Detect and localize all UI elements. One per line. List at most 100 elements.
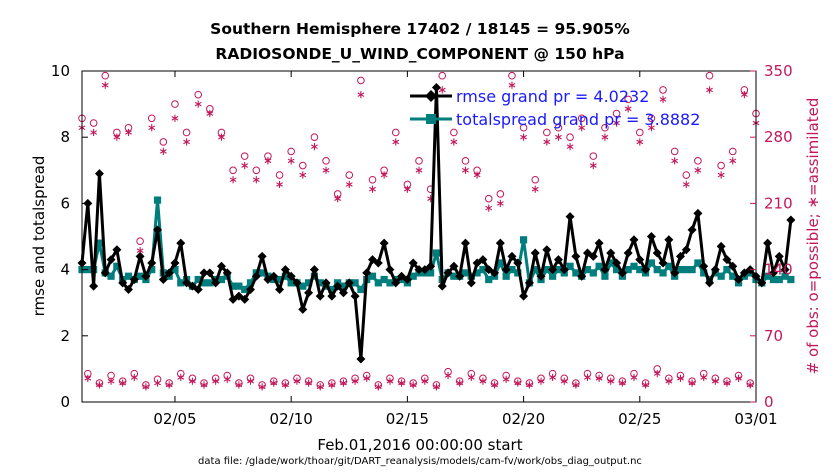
rmse-point bbox=[553, 255, 563, 265]
obs-assimilated-point bbox=[642, 381, 650, 389]
rmse-point bbox=[484, 265, 494, 275]
rmse-point bbox=[298, 304, 308, 314]
obs-possible-point bbox=[415, 157, 423, 165]
rmse-point bbox=[583, 248, 592, 258]
rmse-point bbox=[478, 255, 488, 265]
obs-assimilated-point bbox=[584, 373, 591, 382]
rmse-point bbox=[129, 275, 139, 285]
legend-rmse-marker bbox=[425, 90, 437, 102]
rmse-point bbox=[246, 284, 255, 294]
star-stroke bbox=[218, 134, 225, 140]
rmse-point bbox=[234, 291, 244, 301]
obs-possible-point bbox=[543, 128, 551, 137]
totalspread-point bbox=[665, 262, 673, 270]
star-stroke bbox=[688, 380, 696, 386]
star-stroke bbox=[322, 168, 330, 173]
y-left-tick-label: 4 bbox=[60, 261, 70, 279]
obs-assimilated-point bbox=[560, 377, 568, 385]
x-tick-label: 02/25 bbox=[618, 410, 661, 428]
obs-assimilated-point bbox=[677, 374, 684, 382]
obs-possible-point bbox=[159, 138, 168, 146]
obs-assimilated-point bbox=[159, 147, 167, 155]
rmse-point bbox=[315, 291, 325, 301]
obs-assimilated-point bbox=[729, 157, 737, 165]
obs-assimilated-point bbox=[433, 383, 440, 391]
obs-possible-point bbox=[635, 128, 644, 137]
x-tick-label: 03/01 bbox=[734, 410, 777, 428]
obs-assimilated-point bbox=[566, 143, 574, 151]
obs-assimilated-point bbox=[613, 119, 620, 127]
star-stroke bbox=[525, 382, 533, 388]
star-stroke bbox=[479, 378, 487, 384]
obs-assimilated-point bbox=[84, 374, 92, 382]
rmse-point bbox=[368, 255, 378, 265]
star-stroke bbox=[746, 382, 754, 388]
obs-possible-point bbox=[194, 90, 203, 99]
obs-assimilated-point bbox=[351, 377, 359, 385]
totalspread-point bbox=[287, 279, 295, 287]
star-stroke bbox=[467, 375, 475, 380]
totalspread-point bbox=[583, 266, 592, 274]
rmse-point bbox=[670, 268, 680, 278]
obs-assimilated-point bbox=[601, 133, 609, 141]
obs-possible-point bbox=[601, 123, 609, 132]
obs-possible-point bbox=[566, 133, 574, 141]
star-stroke bbox=[130, 375, 138, 380]
obs-assimilated-point bbox=[218, 133, 225, 141]
rmse-point bbox=[623, 248, 633, 258]
y-right-tick-label: 140 bbox=[764, 261, 793, 279]
obs-assimilated-point bbox=[671, 157, 679, 165]
star-stroke bbox=[636, 139, 644, 145]
totalspread-point bbox=[246, 279, 255, 287]
obs-assimilated-point bbox=[200, 381, 208, 389]
plot-area-frame bbox=[81, 70, 757, 403]
legend-spread-marker bbox=[426, 114, 436, 124]
star-stroke bbox=[485, 205, 493, 211]
obs-assimilated-point bbox=[740, 91, 748, 99]
totalspread-point bbox=[206, 279, 214, 287]
star-stroke bbox=[380, 172, 388, 178]
obs-assimilated-point bbox=[450, 138, 458, 146]
obs-assimilated-point bbox=[101, 81, 109, 89]
obs-assimilated-point bbox=[142, 383, 150, 391]
rmse-point bbox=[664, 235, 674, 245]
rmse-point bbox=[147, 258, 157, 268]
rmse-point bbox=[257, 251, 267, 261]
totalspread-point bbox=[450, 272, 458, 280]
obs-assimilated-point bbox=[502, 375, 510, 383]
obs-assimilated-point bbox=[688, 379, 696, 387]
totalspread-point bbox=[694, 259, 702, 267]
totalspread-point bbox=[554, 266, 563, 274]
star-stroke bbox=[299, 172, 307, 178]
totalspread-point bbox=[305, 279, 313, 287]
star-stroke bbox=[572, 382, 580, 388]
totalspread-point bbox=[461, 269, 470, 277]
rmse-point bbox=[385, 265, 395, 275]
star-stroke bbox=[491, 382, 498, 388]
rmse-point bbox=[716, 241, 726, 251]
star-stroke bbox=[537, 378, 545, 384]
obs-possible-point bbox=[682, 171, 691, 179]
obs-assimilated-point bbox=[531, 185, 539, 193]
totalspread-point bbox=[717, 272, 725, 280]
rmse-point bbox=[263, 275, 273, 285]
obs-assimilated-point bbox=[508, 81, 516, 89]
totalspread-point bbox=[177, 279, 185, 287]
star-stroke bbox=[194, 101, 202, 107]
star-stroke bbox=[357, 92, 365, 97]
star-stroke bbox=[415, 168, 423, 173]
obs-assimilated-point bbox=[421, 377, 429, 385]
rmse-point bbox=[571, 251, 581, 261]
star-stroke bbox=[90, 130, 98, 135]
star-stroke bbox=[624, 106, 632, 112]
obs-assimilated-point bbox=[491, 381, 498, 389]
star-stroke bbox=[392, 139, 400, 145]
totalspread-point bbox=[316, 279, 324, 287]
rmse-point bbox=[164, 268, 174, 278]
rmse-point bbox=[658, 258, 668, 268]
obs-assimilated-point bbox=[717, 171, 725, 179]
totalspread-point bbox=[432, 249, 441, 257]
star-stroke bbox=[101, 82, 109, 88]
obs-assimilated-point bbox=[537, 377, 545, 385]
